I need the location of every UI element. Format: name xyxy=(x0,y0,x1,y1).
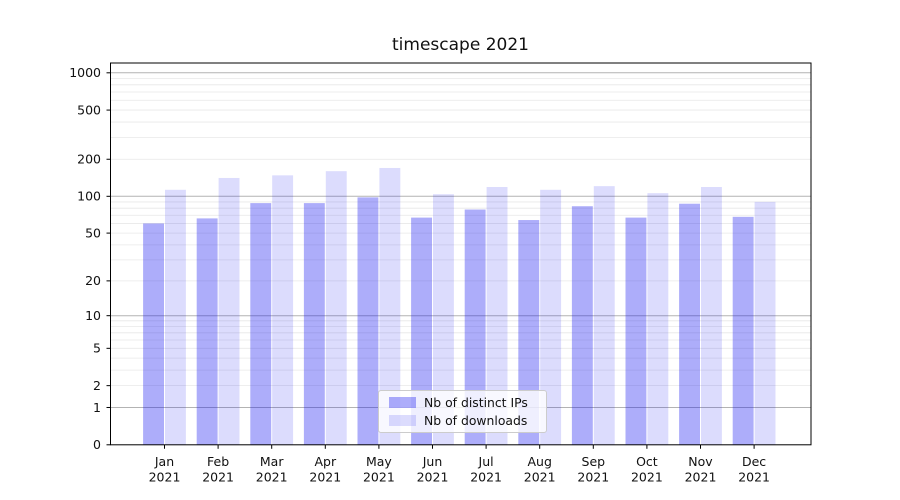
bar-distinct-ips-jun xyxy=(411,217,432,445)
x-tick-label-year: 2021 xyxy=(685,470,717,485)
bar-distinct-ips-jan xyxy=(143,223,164,445)
y-tick-label: 500 xyxy=(77,102,101,117)
bar-downloads-nov xyxy=(701,187,722,445)
chart-legend: Nb of distinct IPs Nb of downloads xyxy=(378,390,547,433)
bar-distinct-ips-dec xyxy=(732,216,754,445)
bar-downloads-jan xyxy=(165,189,186,445)
x-tick-label-month: Jun xyxy=(422,454,443,469)
y-tick-label: 1 xyxy=(93,400,101,415)
bar-distinct-ips-mar xyxy=(250,203,272,445)
y-tick-label: 100 xyxy=(77,189,101,204)
x-tick-label-month: May xyxy=(366,454,392,469)
bar-distinct-ips-may xyxy=(357,197,379,445)
x-tick-label-month: Apr xyxy=(314,454,336,469)
bar-downloads-sep xyxy=(593,186,615,445)
x-tick-label-month: Mar xyxy=(260,454,284,469)
x-tick-label-year: 2021 xyxy=(631,470,663,485)
y-tick-label: 2 xyxy=(93,378,101,393)
bar-downloads-apr xyxy=(325,171,347,445)
axes-frame xyxy=(110,62,812,446)
x-tick-label-year: 2021 xyxy=(149,470,181,485)
bar-distinct-ips-oct xyxy=(625,217,647,445)
x-tick-label-year: 2021 xyxy=(256,470,288,485)
legend-item-distinct-ips: Nb of distinct IPs xyxy=(389,395,546,410)
x-tick-label-year: 2021 xyxy=(738,470,770,485)
x-tick-label-year: 2021 xyxy=(524,470,556,485)
legend-label-distinct-ips: Nb of distinct IPs xyxy=(424,395,528,410)
bar-distinct-ips-nov xyxy=(679,203,700,445)
x-tick-label-year: 2021 xyxy=(363,470,395,485)
y-tick-label: 1000 xyxy=(69,65,101,80)
y-tick-label: 5 xyxy=(93,341,101,356)
x-tick-label-month: Nov xyxy=(688,454,713,469)
y-tick-label: 200 xyxy=(77,152,101,167)
x-tick-label-year: 2021 xyxy=(202,470,234,485)
x-tick-label-month: Sep xyxy=(582,454,606,469)
y-tick-label: 50 xyxy=(85,225,101,240)
x-tick-label-year: 2021 xyxy=(417,470,449,485)
x-tick-label-month: Jul xyxy=(478,454,494,469)
x-tick-label-month: Feb xyxy=(207,454,229,469)
bar-distinct-ips-feb xyxy=(196,218,218,445)
bar-distinct-ips-jul xyxy=(464,209,486,445)
legend-item-downloads: Nb of downloads xyxy=(389,413,546,428)
x-tick-label-month: Oct xyxy=(636,454,658,469)
legend-swatch-distinct-ips xyxy=(389,397,416,408)
x-tick-label-year: 2021 xyxy=(470,470,502,485)
x-tick-label-month: Aug xyxy=(527,454,551,469)
bar-downloads-mar xyxy=(272,175,294,445)
legend-label-downloads: Nb of downloads xyxy=(424,413,528,428)
bar-downloads-aug xyxy=(540,189,562,445)
y-tick-label: 20 xyxy=(85,273,101,288)
chart-title: timescape 2021 xyxy=(392,35,529,55)
y-tick-label: 0 xyxy=(93,437,101,452)
bar-downloads-may xyxy=(379,167,401,445)
x-tick-label-year: 2021 xyxy=(577,470,609,485)
x-tick-label-month: Jan xyxy=(154,454,174,469)
x-tick-label-month: Dec xyxy=(742,454,766,469)
y-tick-label: 10 xyxy=(85,308,101,323)
bar-downloads-oct xyxy=(647,193,669,445)
bar-downloads-jul xyxy=(486,187,508,445)
legend-swatch-downloads xyxy=(389,415,416,426)
bar-distinct-ips-apr xyxy=(303,203,325,445)
bar-distinct-ips-aug xyxy=(518,220,540,445)
bar-downloads-feb xyxy=(218,177,240,445)
bar-downloads-dec xyxy=(754,201,776,445)
bar-distinct-ips-sep xyxy=(571,206,593,445)
bar-downloads-jun xyxy=(433,194,454,445)
x-tick-label-year: 2021 xyxy=(309,470,341,485)
